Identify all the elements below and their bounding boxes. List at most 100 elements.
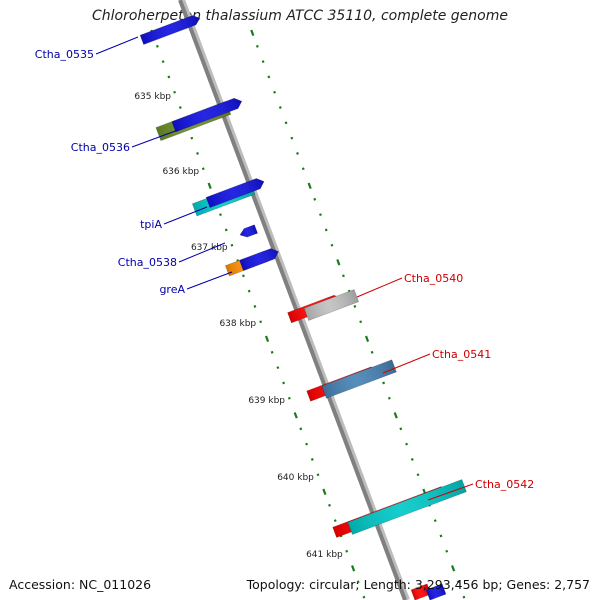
label-leader-line <box>382 353 431 374</box>
minor-tick <box>462 595 466 599</box>
minor-tick <box>253 305 257 308</box>
gene-label[interactable]: tpiA <box>140 218 162 231</box>
minor-tick <box>276 366 280 370</box>
gene-label[interactable]: Ctha_0536 <box>71 141 130 154</box>
minor-tick <box>439 534 443 538</box>
gene-ctha-0541-feature[interactable] <box>321 359 397 399</box>
gene-label[interactable]: Ctha_0540 <box>404 272 463 285</box>
tick-label-kbp: 636 kbp <box>162 167 199 177</box>
minor-tick <box>328 503 331 507</box>
label-leader-line <box>427 483 474 501</box>
minor-tick <box>155 44 159 48</box>
tick-label-kbp: 640 kbp <box>277 473 314 483</box>
minor-tick <box>351 565 356 572</box>
gene-grea-cds[interactable] <box>239 246 281 271</box>
minor-tick <box>305 442 308 446</box>
minor-tick <box>359 320 363 324</box>
minor-tick <box>161 60 165 64</box>
gene-label[interactable]: greA <box>159 283 185 296</box>
gene-label[interactable]: Ctha_0541 <box>432 348 491 361</box>
minor-tick <box>316 473 320 477</box>
minor-tick <box>255 44 259 48</box>
minor-tick <box>264 335 270 343</box>
minor-tick <box>190 136 194 140</box>
minor-tick <box>345 549 349 553</box>
minor-tick <box>405 442 408 446</box>
gene-next-feature[interactable] <box>425 583 447 600</box>
genome-backbone <box>178 0 407 600</box>
gene-ctha-0535[interactable] <box>139 13 202 45</box>
minor-tick <box>273 90 277 94</box>
minor-tick <box>301 167 305 171</box>
gene-label[interactable]: Ctha_0535 <box>35 48 94 61</box>
minor-tick <box>282 381 286 385</box>
minor-tick <box>270 350 274 354</box>
minor-tick <box>433 519 437 523</box>
minor-tick <box>310 458 314 461</box>
label-leader-line <box>178 242 226 263</box>
tick-label-kbp: 635 kbp <box>134 92 171 102</box>
minor-tick <box>445 549 449 553</box>
minor-tick <box>219 213 222 217</box>
label-leader-line <box>356 277 403 298</box>
minor-tick <box>278 106 282 109</box>
minor-tick <box>207 182 212 190</box>
minor-tick <box>387 396 391 400</box>
minor-tick <box>364 335 370 343</box>
minor-tick <box>250 29 255 37</box>
label-leader-line <box>131 129 179 148</box>
minor-tick <box>333 519 337 523</box>
gene-ctha-0538-cds[interactable] <box>238 224 258 239</box>
minor-tick <box>307 182 312 190</box>
minor-tick <box>382 381 386 385</box>
label-leader-line <box>163 206 208 225</box>
minor-tick <box>242 274 245 278</box>
accession-text: Accession: NC_011026 <box>9 577 152 592</box>
minor-tick <box>196 152 199 155</box>
minor-tick <box>178 106 182 109</box>
minor-tick <box>342 274 345 278</box>
minor-tick <box>393 412 398 419</box>
minor-tick <box>410 458 414 461</box>
minor-tick <box>201 167 205 171</box>
minor-tick <box>173 90 177 94</box>
minor-tick <box>451 565 456 572</box>
minor-tick <box>399 427 403 431</box>
minor-tick <box>167 75 171 79</box>
gene-tpia-cds[interactable] <box>205 176 266 209</box>
minor-tick <box>362 595 366 599</box>
minor-tick <box>319 213 322 217</box>
label-leader-line <box>95 36 139 55</box>
minor-tick <box>416 473 420 477</box>
minor-tick <box>456 580 460 584</box>
gene-label[interactable]: Ctha_0542 <box>475 478 534 491</box>
gene-ctha-0540-feature[interactable] <box>303 289 360 321</box>
minor-tick <box>224 228 228 232</box>
gene-ctha-0542-feature[interactable] <box>347 479 467 535</box>
genome-summary-text: Topology: circular; Length: 3,293,456 bp… <box>246 577 590 592</box>
minor-tick <box>267 75 271 79</box>
minor-tick <box>336 259 341 266</box>
minor-tick <box>247 289 251 293</box>
gene-label[interactable]: Ctha_0538 <box>118 256 177 269</box>
minor-tick <box>230 243 234 247</box>
minor-tick <box>330 243 334 247</box>
minor-tick <box>353 305 357 308</box>
minor-tick <box>296 152 299 155</box>
minor-tick <box>284 121 288 125</box>
minor-tick <box>261 60 265 64</box>
tick-label-kbp: 637 kbp <box>191 243 228 253</box>
minor-tick <box>322 488 327 496</box>
minor-tick <box>290 136 294 140</box>
tick-label-kbp: 638 kbp <box>219 319 256 329</box>
gene-ctha-0536-cds[interactable] <box>171 96 244 133</box>
minor-tick <box>259 320 263 324</box>
minor-tick <box>324 228 328 232</box>
tick-label-kbp: 639 kbp <box>248 396 285 406</box>
label-leader-line <box>186 271 233 290</box>
minor-tick <box>370 350 374 354</box>
minor-tick <box>293 412 298 419</box>
minor-tick <box>299 427 303 431</box>
minor-tick <box>287 396 291 400</box>
